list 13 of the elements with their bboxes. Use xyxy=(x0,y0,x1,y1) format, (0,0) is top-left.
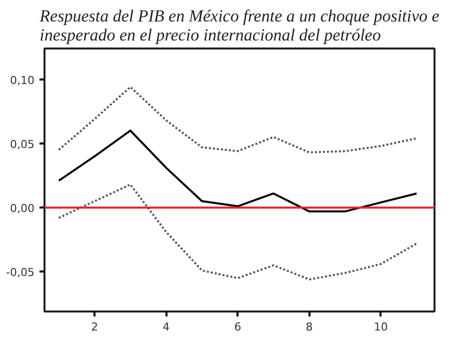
x-tick-label: 6 xyxy=(234,320,242,334)
y-tick-label: 0,10 xyxy=(10,74,35,87)
line-series xyxy=(58,183,418,280)
chart-title: Respuesta del PIB en México frente a un choque positivo e inesperado en el precio internacional del petróleo xyxy=(38,6,440,44)
x-tick-label: 8 xyxy=(306,320,313,334)
x-tick-label: 4 xyxy=(162,320,170,334)
x-tick-label: 10 xyxy=(374,320,388,334)
y-tick-label: 0,00 xyxy=(10,202,35,216)
line-series xyxy=(58,86,418,154)
line-series xyxy=(58,130,418,212)
y-tick-label: -0,05 xyxy=(6,266,35,280)
y-tick-label: 0,05 xyxy=(10,138,35,151)
x-tick-label: 2 xyxy=(91,320,98,334)
